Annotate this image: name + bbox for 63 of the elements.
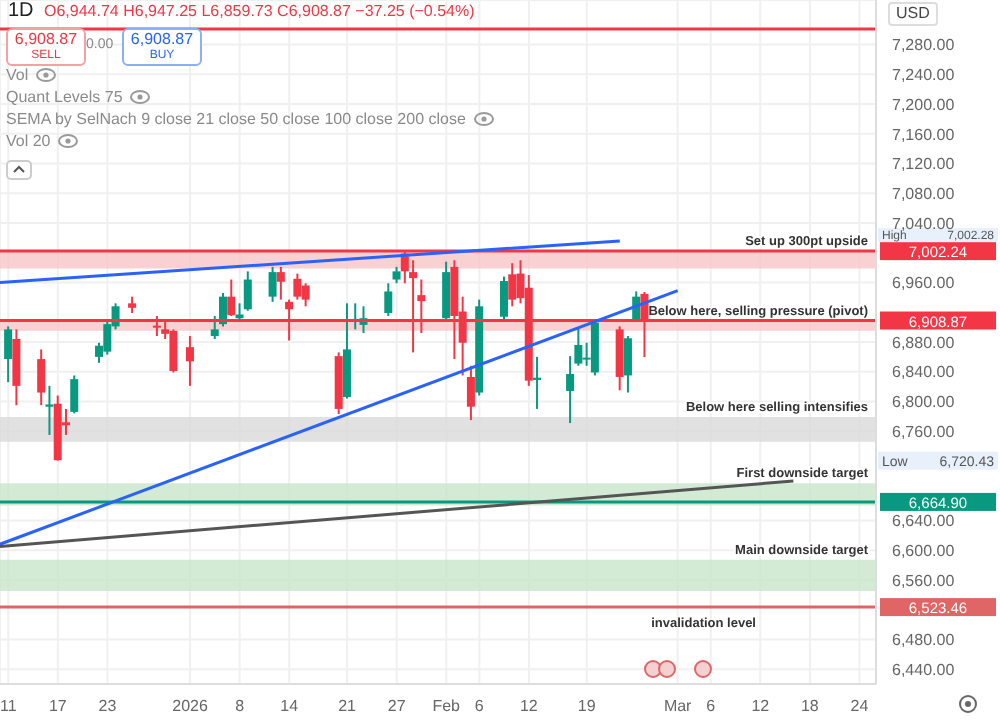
y-tick-label: 6,560.00 — [892, 571, 956, 590]
x-tick-label: 8 — [235, 697, 246, 716]
x-tick-label: Mar — [663, 697, 693, 716]
y-tick-label: 6,800.00 — [892, 393, 956, 412]
text: USD — [888, 2, 938, 26]
x-tick-label: 19 — [577, 697, 597, 716]
y-tick-label: 7,280.00 — [892, 36, 956, 55]
y-tick-label: 7,200.00 — [892, 95, 956, 114]
candlestick — [185, 335, 194, 387]
x-tick-label: 11 — [0, 697, 18, 716]
y-tick-label: 6,440.00 — [892, 660, 956, 679]
x-tick-label: 12 — [520, 697, 539, 716]
candlestick — [37, 348, 46, 407]
y-tick-label: 6,600.00 — [892, 541, 956, 560]
candlestick — [342, 302, 351, 400]
x-tick-label: 24 — [850, 697, 870, 716]
candlestick — [169, 328, 178, 374]
candlestick — [615, 325, 624, 392]
y-tick-label: 7,120.00 — [892, 155, 956, 174]
candlestick — [268, 265, 277, 303]
x-tick-label: 6 — [474, 697, 485, 716]
y-tick-label: 7,160.00 — [892, 125, 956, 144]
candlestick — [508, 262, 517, 308]
x-tick-label: 6 — [706, 697, 717, 716]
candlestick — [466, 364, 475, 422]
x-tick-label: Feb — [432, 697, 462, 716]
x-tick-label: 17 — [48, 697, 68, 716]
candlestick — [499, 275, 508, 321]
y-tick-label: 7,240.00 — [892, 66, 956, 85]
candlestick — [623, 335, 632, 394]
candlestick — [70, 374, 79, 415]
x-tick-label: 21 — [338, 697, 358, 716]
candlestick — [293, 272, 302, 301]
candlestick — [45, 384, 54, 436]
x-tick-label: 14 — [280, 697, 300, 716]
chart-title: 1D — [8, 0, 34, 22]
annotation: Quant Levels 75 — [6, 88, 123, 106]
annotation: 6,908.87 — [128, 30, 196, 48]
chart-subtitle: O6,944.74 H6,947.25 L6,859.73 C6,908.87 −37.25 (−0.54%) — [44, 2, 475, 20]
annotation: 6,908.87 — [12, 30, 80, 48]
candlestick — [384, 282, 393, 317]
x-tick-label: 18 — [800, 697, 820, 716]
candlestick — [4, 325, 13, 384]
y-tick-label: 7,080.00 — [892, 184, 956, 203]
y-tick-label: 6,640.00 — [892, 512, 956, 531]
y-tick-label: 6,760.00 — [892, 422, 956, 441]
candlestick — [442, 260, 451, 321]
y-tick-label: 7,040.00 — [892, 214, 956, 233]
y-tick-label: 6,960.00 — [892, 274, 956, 293]
y-tick-label: 6,880.00 — [892, 333, 956, 352]
candlestick — [276, 265, 285, 301]
annotation: SEMA by SelNach 9 close 21 close 50 close 100 close 200 close — [6, 110, 466, 128]
x-tick-label: 12 — [751, 697, 771, 716]
annotation: Vol 20 — [6, 132, 51, 150]
candlestick — [12, 328, 21, 407]
y-tick-label: 6,840.00 — [892, 363, 956, 382]
annotation: Vol — [6, 66, 29, 84]
candlestick — [243, 270, 252, 312]
x-tick-label: 27 — [387, 697, 407, 716]
x-tick-label: 2026 — [172, 697, 209, 716]
x-tick-label: 23 — [98, 697, 118, 716]
y-tick-label: 6,480.00 — [892, 631, 956, 650]
candlestick — [301, 282, 310, 308]
